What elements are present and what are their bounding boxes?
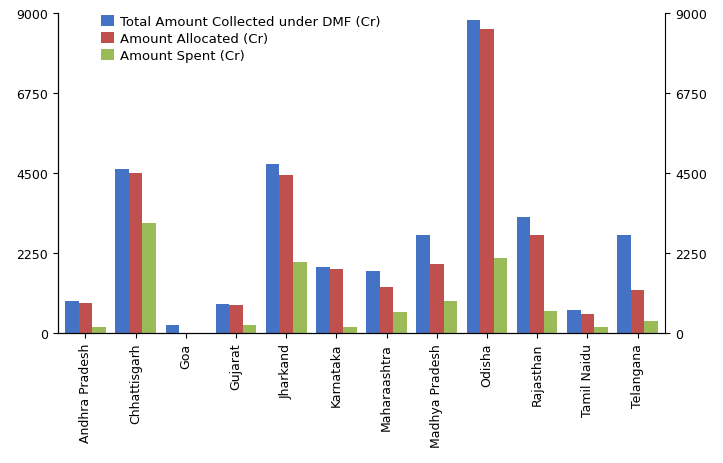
- Bar: [393, 313, 407, 333]
- Bar: [480, 30, 494, 333]
- Bar: [115, 170, 129, 333]
- Bar: [594, 327, 608, 333]
- Bar: [229, 306, 243, 333]
- Bar: [416, 236, 430, 333]
- Bar: [630, 291, 644, 333]
- Bar: [380, 287, 393, 333]
- Bar: [330, 269, 343, 333]
- Bar: [617, 236, 630, 333]
- Bar: [367, 271, 380, 333]
- Legend: Total Amount Collected under DMF (Cr), Amount Allocated (Cr), Amount Spent (Cr): Total Amount Collected under DMF (Cr), A…: [100, 16, 381, 63]
- Bar: [494, 259, 508, 333]
- Bar: [430, 264, 444, 333]
- Bar: [279, 175, 293, 333]
- Bar: [215, 304, 229, 333]
- Bar: [581, 314, 594, 333]
- Bar: [266, 165, 279, 333]
- Bar: [93, 327, 106, 333]
- Bar: [567, 310, 581, 333]
- Bar: [79, 303, 93, 333]
- Bar: [444, 301, 457, 333]
- Bar: [243, 325, 257, 333]
- Bar: [466, 21, 480, 333]
- Bar: [293, 263, 307, 333]
- Bar: [544, 311, 557, 333]
- Bar: [644, 322, 658, 333]
- Bar: [343, 327, 356, 333]
- Bar: [316, 268, 330, 333]
- Bar: [129, 174, 142, 333]
- Bar: [142, 223, 156, 333]
- Bar: [517, 218, 531, 333]
- Bar: [65, 301, 79, 333]
- Bar: [166, 325, 179, 333]
- Bar: [531, 236, 544, 333]
